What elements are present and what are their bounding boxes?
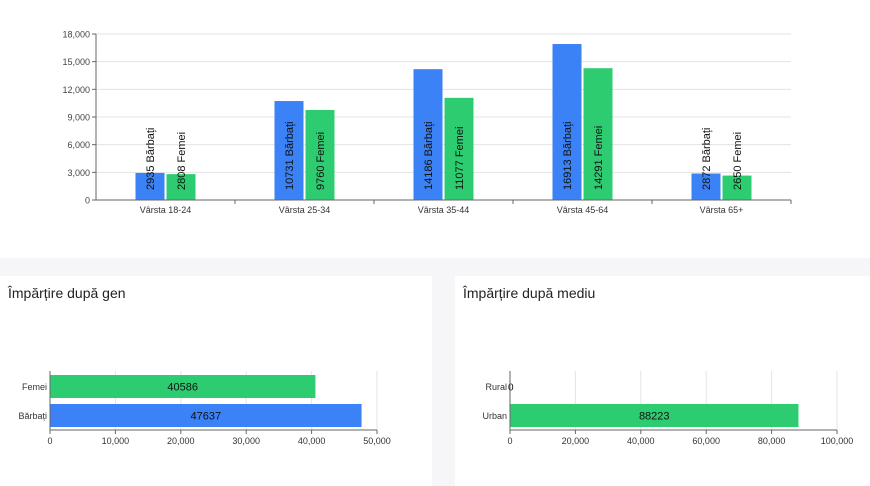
gender-card: Împărțire după gen 0 10,000 20,000 30,000 40… [0,276,432,486]
bar-femei [305,109,335,200]
y-tick-label: 3,000 [67,168,90,178]
y-tick-label: 0 [85,196,90,206]
x-tick-label: Vârsta 25-34 [279,205,331,215]
age-group-bar-chart: 0 3,000 6,000 9,000 12,000 15,000 18,000 Vârsta… [62,30,792,215]
bar-femei [50,375,316,398]
data-label: 10731 Bărbați [284,122,296,191]
bar-bărbați [135,172,165,200]
bar-femei [444,97,474,200]
x-tick-label: 40,000 [298,436,326,446]
bar-bărbați [413,69,443,200]
data-label: 2650 Femei [732,132,744,190]
x-tick-label: 30,000 [232,436,260,446]
x-tick-label: Vârsta 35-44 [418,205,470,215]
x-tick-label: 80,000 [758,436,786,446]
environment-card: Împărțire după mediu 0 20,000 40,000 60,000… [455,276,870,486]
bar-femei [722,175,752,200]
x-tick-label: Vârsta 18-24 [140,205,192,215]
environment-chart-title: Împărțire după mediu [463,285,596,301]
bar-bărbați [691,173,721,200]
x-tick-label: 40,000 [627,436,655,446]
bar-bărbați [274,101,304,200]
x-tick-label: 60,000 [692,436,720,446]
data-label: 88223 [639,411,670,423]
x-tick-label: 0 [47,436,52,446]
y-tick-label: 9,000 [67,113,90,123]
y-tick-label: Femei [22,382,47,392]
y-tick-label: Bărbați [18,411,47,421]
data-label: 47637 [190,411,221,423]
x-tick-label: Vârsta 65+ [700,205,744,215]
data-label: 9760 Femei [315,132,327,190]
x-tick-label: 20,000 [562,436,590,446]
y-tick-label: 15,000 [62,57,90,67]
y-tick-label: 18,000 [62,30,90,40]
data-label: 2935 Bărbați [145,128,157,190]
data-label: 11077 Femei [454,127,466,190]
x-tick-label: 20,000 [167,436,195,446]
gender-chart-title: Împărțire după gen [8,285,126,301]
bar-femei [583,68,613,200]
bar-femei [166,174,196,200]
data-label: 2872 Bărbați [701,128,713,190]
y-tick-label: Rural [485,382,507,392]
bar-bărbați [552,44,582,201]
data-label: 2808 Femei [176,132,188,190]
data-label: 14186 Bărbați [423,122,435,191]
y-tick-label: Urban [482,411,507,421]
x-tick-label: 10,000 [102,436,130,446]
bar-urban [510,404,799,427]
y-tick-label: 6,000 [67,140,90,150]
data-label: 40586 [167,382,198,394]
data-label: 16913 Bărbați [562,122,574,191]
x-tick-label: 0 [507,436,512,446]
x-tick-label: 100,000 [821,436,854,446]
x-tick-label: Vârsta 45-64 [557,205,609,215]
data-label: 14291 Femei [593,126,605,190]
data-label: 0 [508,383,514,394]
y-tick-label: 12,000 [62,85,90,95]
bottom-section: Împărțire după gen 0 10,000 20,000 30,000 40… [0,258,870,486]
bar-bărbați [50,404,362,427]
x-tick-label: 50,000 [363,436,391,446]
gender-bar-chart: 0 10,000 20,000 30,000 40,000 50,000 Femei 4058… [18,371,391,446]
